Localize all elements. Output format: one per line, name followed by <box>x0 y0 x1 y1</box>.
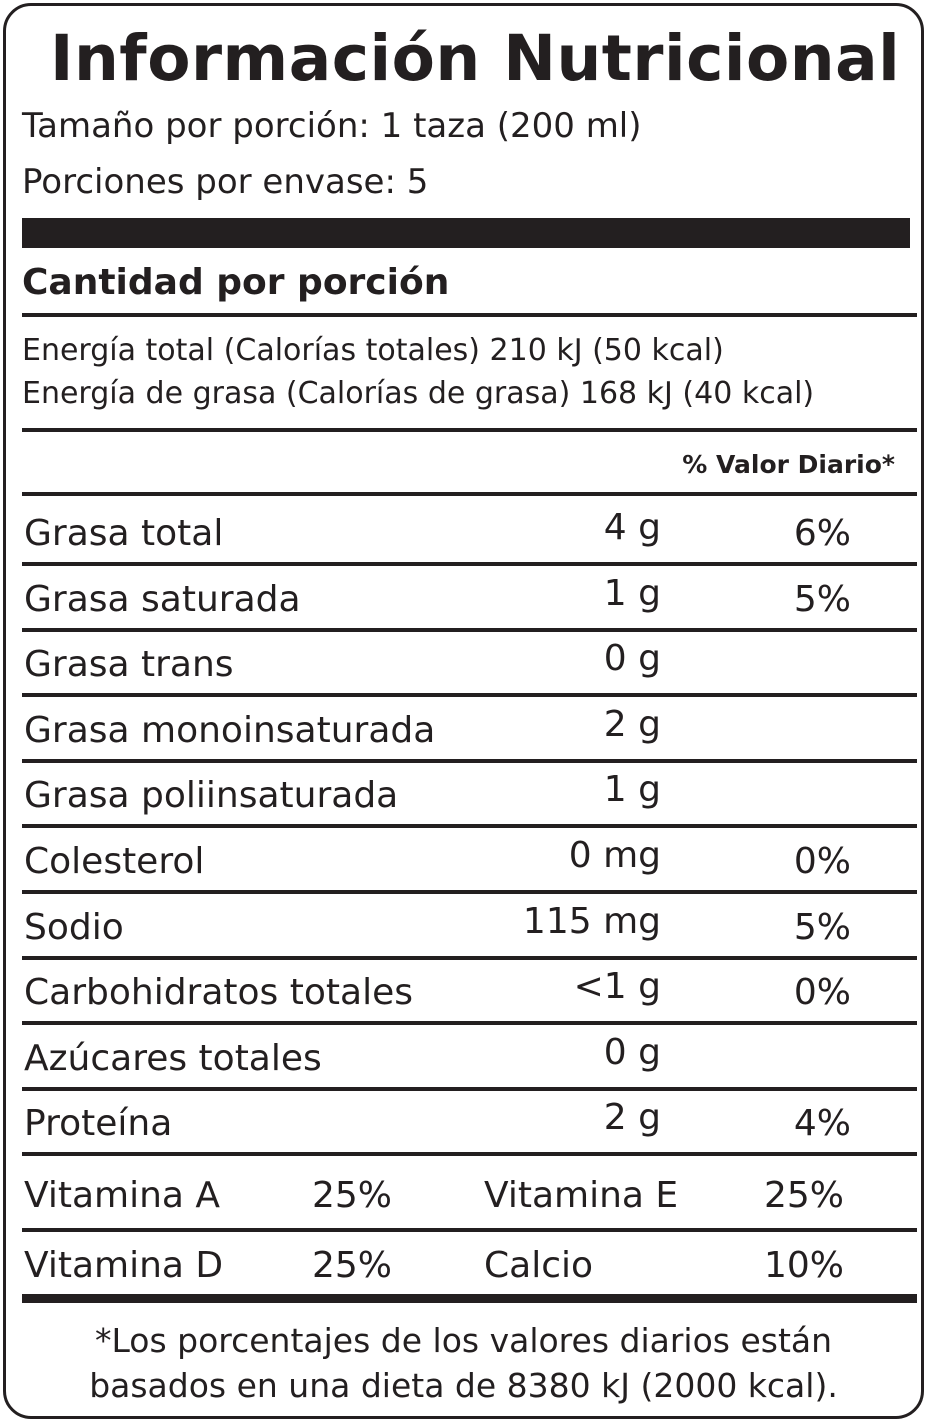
vitamin-row: Vitamina D 25% Calcio 10% <box>22 1232 917 1294</box>
row-divider <box>22 562 917 566</box>
nutrient-row: Colesterol 0 mg 0% <box>22 824 917 886</box>
nutrient-name: Grasa poliinsaturada <box>24 775 399 817</box>
amount-per-serving-header: Cantidad por porción <box>22 262 450 303</box>
row-divider <box>22 1086 917 1091</box>
nutrient-name: Carbohidratos totales <box>24 972 413 1014</box>
nutrient-row: Carbohidratos totales <1 g 0% <box>22 955 917 1017</box>
nutrient-row: Grasa monoinsaturada 2 g <box>22 693 917 755</box>
nutrient-amount: 4 g <box>603 507 661 548</box>
divider <box>22 428 917 432</box>
nutrient-daily-value: 6% <box>793 513 851 554</box>
row-divider <box>22 824 917 829</box>
footnote: *Los porcentajes de los valores diarios … <box>0 1318 927 1408</box>
vitamin-daily-value: 25% <box>764 1175 845 1216</box>
nutrient-amount: 2 g <box>603 703 661 745</box>
nutrient-name: Azúcares totales <box>24 1037 322 1079</box>
nutrient-daily-value: 0% <box>793 972 851 1014</box>
row-divider <box>22 890 917 894</box>
row-divider <box>22 955 917 960</box>
divider <box>22 492 917 496</box>
nutrient-row: Grasa total 4 g 6% <box>22 496 917 558</box>
nutrient-amount: 1 g <box>603 572 661 614</box>
nutrient-amount: 0 g <box>603 638 661 680</box>
footnote-line: basados en una dieta de 8380 kJ (2000 kc… <box>89 1366 838 1405</box>
nutrient-row: Grasa poliinsaturada 1 g <box>22 758 917 820</box>
vitamin-name: Vitamina A <box>24 1175 221 1216</box>
nutrient-row: Azúcares totales 0 g <box>22 1021 917 1083</box>
nutrient-row: Sodio 115 mg 5% <box>22 890 917 952</box>
row-divider <box>22 1152 917 1157</box>
servings-per-container: Porciones por envase: 5 <box>22 162 429 202</box>
vitamin-name: Vitamina E <box>484 1175 679 1216</box>
row-divider <box>22 758 917 763</box>
nutrient-amount: 0 g <box>603 1031 661 1073</box>
thick-bottom-divider <box>22 1294 917 1303</box>
vitamin-row: Vitamina A 25% Vitamina E 25% <box>22 1162 917 1224</box>
nutrient-daily-value: 5% <box>793 578 851 620</box>
daily-value-header: % Valor Diario* <box>682 450 895 479</box>
nutrient-amount: 2 g <box>603 1097 661 1139</box>
vitamin-name: Calcio <box>484 1245 594 1286</box>
row-divider <box>22 1228 917 1232</box>
row-divider <box>22 627 917 632</box>
nutrient-name: Grasa trans <box>24 644 234 686</box>
nutrient-name: Grasa monoinsaturada <box>24 709 436 751</box>
energy-fat: Energía de grasa (Calorías de grasa) 168… <box>22 376 815 411</box>
nutrient-amount: <1 g <box>573 966 661 1008</box>
footnote-line: *Los porcentajes de los valores diarios … <box>94 1321 833 1360</box>
vitamin-daily-value: 10% <box>764 1245 845 1286</box>
vitamin-daily-value: 25% <box>312 1245 393 1286</box>
nutrient-name: Colesterol <box>24 841 205 882</box>
nutrient-name: Grasa saturada <box>24 578 301 620</box>
nutrient-daily-value: 0% <box>793 841 851 882</box>
nutrient-daily-value: 4% <box>793 1103 851 1145</box>
vitamin-daily-value: 25% <box>312 1175 393 1216</box>
nutrient-name: Sodio <box>24 906 124 948</box>
label-title: Información Nutricional <box>50 22 901 95</box>
nutrient-daily-value: 5% <box>793 906 851 948</box>
serving-size: Tamaño por porción: 1 taza (200 ml) <box>22 106 642 146</box>
nutrient-amount: 1 g <box>603 769 661 811</box>
nutrient-amount: 115 mg <box>522 900 661 942</box>
nutrient-name: Grasa total <box>24 513 224 554</box>
divider <box>22 313 917 317</box>
row-divider <box>22 1021 917 1026</box>
thick-divider <box>22 218 910 248</box>
row-divider <box>22 693 917 698</box>
energy-total: Energía total (Calorías totales) 210 kJ … <box>22 333 724 368</box>
vitamin-name: Vitamina D <box>24 1245 224 1286</box>
nutrient-row: Grasa saturada 1 g 5% <box>22 562 917 624</box>
nutrient-row: Proteína 2 g 4% <box>22 1086 917 1148</box>
nutrient-name: Proteína <box>24 1103 173 1145</box>
nutrient-row: Grasa trans 0 g <box>22 627 917 689</box>
nutrient-amount: 0 mg <box>568 835 661 876</box>
